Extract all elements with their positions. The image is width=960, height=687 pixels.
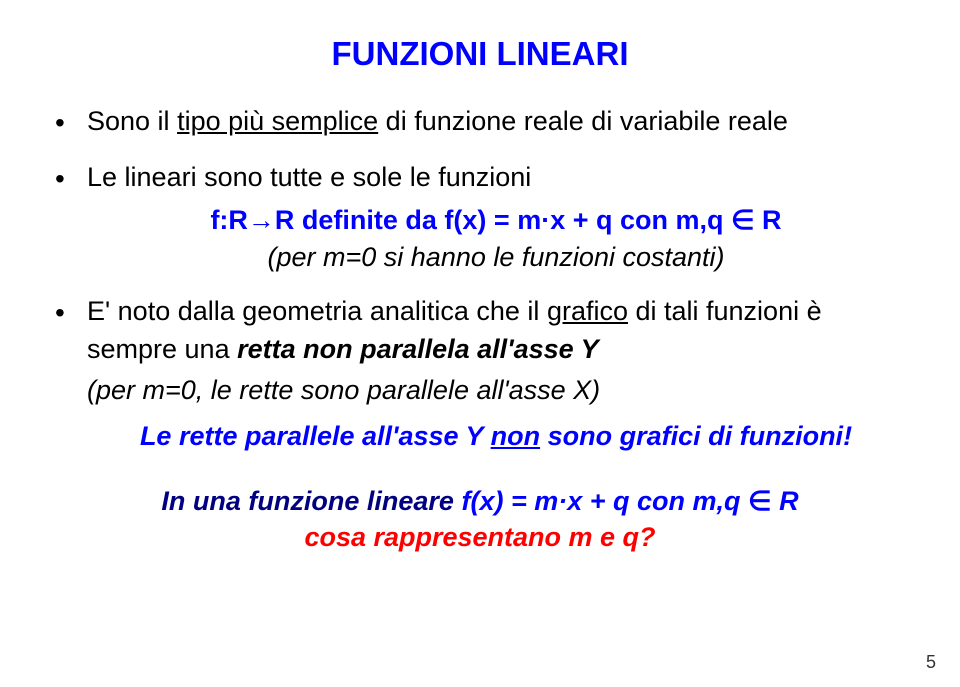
bullet-1-post: di funzione reale di variabile reale	[378, 106, 788, 136]
bullet-1: Sono il tipo più semplice di funzione re…	[55, 103, 905, 141]
formula-post: x + q con m,q	[550, 205, 731, 235]
question-block: In una funzione lineare f(x) = m·x + q c…	[55, 483, 905, 556]
bullet-3-blue: Le rette parallele all'asse Y non sono g…	[87, 418, 905, 454]
formula-mid: R definite da f(x) = m	[275, 205, 541, 235]
q-dark: In una funzione lineare	[161, 486, 461, 516]
bullet-1-underline: tipo più semplice	[177, 106, 378, 136]
bullet-2: Le lineari sono tutte e sole le funzioni…	[55, 159, 905, 275]
q-blue-mid: x + q con m,q	[567, 486, 748, 516]
bullet-3-pre: E' noto dalla geometria analitica che il	[87, 296, 547, 326]
q-element-of-icon: ∈	[748, 486, 772, 516]
q-blue-pre: f(x) = m	[461, 486, 558, 516]
blue-u: non	[491, 421, 540, 451]
bullet-2-text: Le lineari sono tutte e sole le funzioni	[87, 162, 531, 192]
bullet-3-paren: (per m=0, le rette sono parallele all'as…	[87, 375, 600, 405]
page-number: 5	[926, 652, 936, 673]
arrow-icon: →	[248, 205, 275, 235]
q-dot-icon: ·	[558, 486, 567, 516]
bullet-1-pre: Sono il	[87, 106, 177, 136]
bullet-2-paren: (per m=0 si hanno le funzioni costanti)	[87, 240, 905, 275]
q-red: cosa rappresentano m e q?	[304, 522, 655, 552]
dot-icon: ·	[541, 205, 550, 235]
formula-pre: f:R	[210, 205, 247, 235]
element-of-icon: ∈	[731, 205, 755, 235]
bullet-3: E' noto dalla geometria analitica che il…	[55, 293, 905, 455]
blue-pre: Le rette parallele all'asse Y	[140, 421, 491, 451]
q-blue-end: R	[772, 486, 799, 516]
bullet-2-formula: f:R→R definite da f(x) = m·x + q con m,q…	[87, 203, 905, 238]
blue-post: sono grafici di funzioni!	[540, 421, 852, 451]
formula-end: R	[755, 205, 782, 235]
bullet-3-bi: retta non parallela all'asse Y	[237, 334, 599, 364]
bullet-3-u: grafico	[547, 296, 628, 326]
page-title: FUNZIONI LINEARI	[55, 35, 905, 73]
bullet-list: Sono il tipo più semplice di funzione re…	[55, 103, 905, 455]
